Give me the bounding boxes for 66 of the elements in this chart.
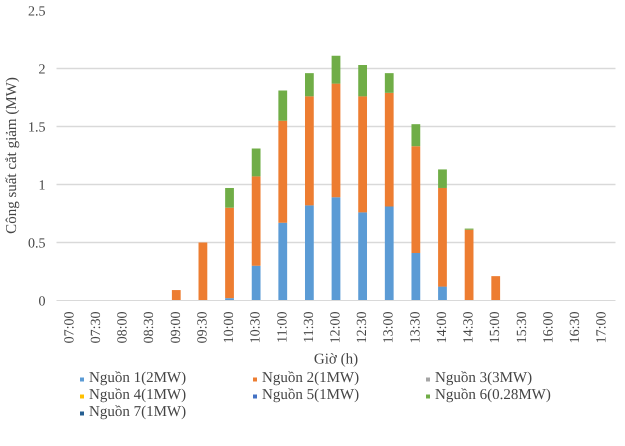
bar	[358, 96, 368, 212]
y-tick-label: 0	[38, 294, 46, 310]
bar	[358, 65, 368, 96]
x-tick-label: 10:00	[222, 312, 238, 344]
bar	[225, 188, 234, 208]
x-tick-label: 10:30	[248, 312, 264, 344]
bar	[464, 230, 474, 300]
legend-label: Nguồn 2(1MW)	[262, 370, 360, 387]
x-tick-label: 09:00	[168, 312, 184, 344]
x-tick-label: 16:30	[568, 312, 584, 344]
x-tick-label: 14:00	[434, 312, 450, 344]
bar	[304, 96, 314, 206]
x-tick-label: 17:00	[594, 312, 610, 344]
legend-label: Nguồn 3(3MW)	[435, 370, 534, 387]
x-tick-label: 11:00	[275, 311, 290, 343]
bar	[304, 205, 314, 300]
bar	[384, 92, 394, 207]
legend-label: Nguồn 4(1MW)	[89, 387, 188, 404]
bar	[411, 252, 420, 300]
bar	[278, 222, 288, 300]
x-tick-label: 08:30	[142, 312, 158, 344]
x-tick-label: 08:00	[116, 312, 131, 344]
y-tick-label: 2.5	[28, 4, 46, 20]
bar	[278, 120, 288, 223]
bar	[491, 276, 500, 300]
x-tick-label: 11:30	[302, 311, 317, 343]
bar	[252, 176, 261, 266]
y-tick-label: 0.5	[28, 236, 46, 252]
bar	[278, 90, 288, 121]
bar	[332, 197, 340, 300]
bar	[411, 124, 420, 146]
x-axis-title: Giờ (h)	[314, 351, 358, 368]
bar	[252, 148, 261, 176]
bar	[252, 266, 261, 300]
bar	[358, 212, 368, 300]
bar	[332, 56, 340, 84]
y-tick-label: 1	[38, 178, 46, 194]
bar	[332, 84, 340, 198]
x-tick-label: 16:00	[541, 312, 556, 344]
bar	[225, 208, 234, 298]
y-tick-label: 2	[38, 62, 46, 78]
x-tick-label: 12:30	[355, 312, 370, 344]
bar	[172, 290, 181, 300]
legend-label: Nguồn 1(2MW)	[89, 370, 188, 387]
y-tick-label: 1.5	[28, 120, 46, 136]
legend-label: Nguồn 6(0.28MW)	[435, 387, 552, 404]
x-tick-label: 07:30	[88, 312, 104, 344]
y-axis-title: Công suất cắt giảm (MW)	[4, 77, 20, 234]
x-tick-label: 15:30	[514, 312, 530, 344]
x-tick-label: 15:00	[488, 312, 504, 344]
bar	[304, 73, 314, 96]
bar	[198, 242, 208, 300]
x-tick-label: 07:00	[62, 312, 78, 344]
legend-label: Nguồn 5(1MW)	[262, 387, 360, 404]
bar	[438, 286, 447, 300]
x-tick-label: 12:00	[328, 312, 344, 344]
x-tick-label: 13:00	[382, 312, 397, 344]
bar	[384, 73, 394, 93]
bar	[384, 206, 394, 300]
bar	[438, 188, 447, 287]
bar	[438, 169, 447, 188]
legend-label: Nguồn 7(1MW)	[89, 404, 188, 421]
x-tick-label: 13:30	[408, 312, 424, 344]
x-tick-label: 09:30	[195, 312, 210, 344]
bar	[411, 146, 420, 253]
x-tick-label: 14:30	[462, 312, 477, 344]
